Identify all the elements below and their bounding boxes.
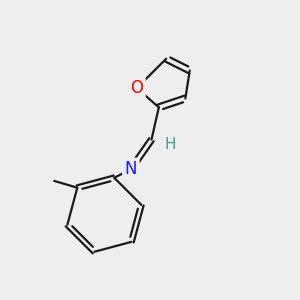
Text: N: N — [124, 160, 137, 178]
Text: H: H — [165, 136, 176, 152]
Text: O: O — [130, 79, 143, 97]
